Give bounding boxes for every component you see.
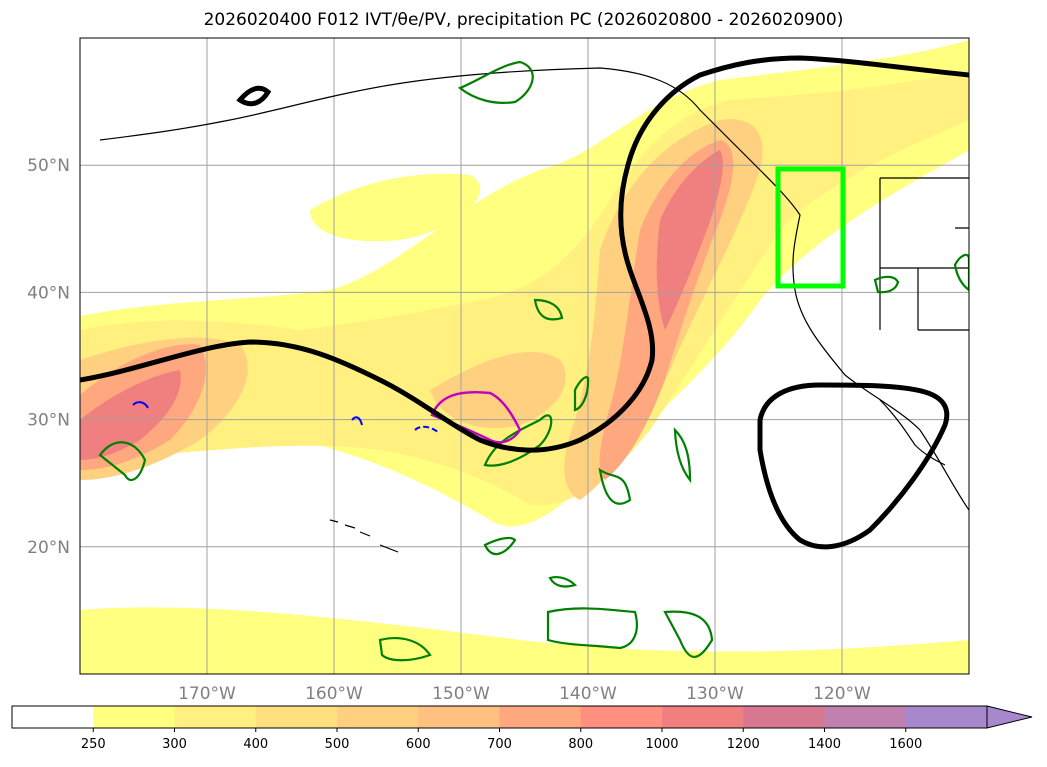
precipitation-contour xyxy=(430,391,522,444)
blue-contour-3 xyxy=(414,425,439,433)
blue-contours xyxy=(132,401,439,433)
colorbar-swatch xyxy=(580,706,663,728)
theta-e-ring-east xyxy=(757,382,950,550)
colorbar-level-label: 1400 xyxy=(808,737,841,752)
colorbar-swatch xyxy=(905,706,988,728)
theta-e-ring-north xyxy=(236,85,272,107)
pv-ring-12 xyxy=(663,610,714,658)
bc-coast xyxy=(759,169,969,511)
pv-ring-5 xyxy=(573,376,590,412)
pv-ring-3 xyxy=(98,441,147,482)
lat-tick-label: 40°N xyxy=(27,283,70,303)
ivt-band-1000 xyxy=(80,370,181,460)
colorbar-level-label: 1200 xyxy=(727,737,760,752)
coastlines xyxy=(99,67,969,553)
gridlines xyxy=(80,38,969,674)
highlight-box xyxy=(775,166,846,289)
pv-ring-7 xyxy=(546,607,638,650)
lat-tick-label: 50°N xyxy=(27,156,70,176)
colorbar-level-label: 600 xyxy=(406,737,431,752)
lon-tick-label: 140°W xyxy=(559,684,617,704)
ivt-band-250-north xyxy=(310,173,481,242)
colorbar-swatch xyxy=(255,706,338,728)
colorbar-level-label: 700 xyxy=(487,737,512,752)
blue-contour-2 xyxy=(351,416,363,426)
colorbar-swatch xyxy=(824,706,907,728)
colorbar-level-label: 800 xyxy=(568,737,593,752)
colorbar-swatch xyxy=(743,706,825,728)
lon-tick-label: 120°W xyxy=(813,684,871,704)
colorbar-level-label: 500 xyxy=(325,737,350,752)
ivt-band-250-south xyxy=(80,607,969,674)
hawaii xyxy=(329,519,399,553)
longitude-labels: 170°W 160°W 150°W 140°W 130°W 120°W xyxy=(178,684,871,704)
colorbar-level-label: 1000 xyxy=(645,737,678,752)
colorbar-level-label: 400 xyxy=(243,737,268,752)
alaska-coast xyxy=(99,67,761,171)
colorbar-level-label: 1600 xyxy=(889,737,922,752)
blue-contour-1 xyxy=(132,401,149,409)
colorbar: 250 300 400 500 600 700 800 1000 1200 1400 1600 xyxy=(11,705,1033,752)
pv-ring-1 xyxy=(457,60,534,104)
colorbar-swatch xyxy=(418,706,500,728)
colorbar-level-label: 250 xyxy=(81,737,106,752)
state-lines xyxy=(879,177,969,331)
map-frame xyxy=(79,37,970,675)
lat-tick-label: 30°N xyxy=(27,411,70,431)
pv-ring-2 xyxy=(533,298,564,321)
pv-ring-9 xyxy=(873,275,900,294)
pv-contours xyxy=(98,60,969,662)
pv-ring-11 xyxy=(378,637,432,662)
ivt-band-1000-ar xyxy=(656,150,723,330)
pv-ring-6 xyxy=(598,467,632,505)
lon-tick-label: 130°W xyxy=(686,684,744,704)
theta-e-main xyxy=(80,55,969,453)
pv-ring-13 xyxy=(483,536,517,556)
lon-tick-label: 170°W xyxy=(178,684,236,704)
colorbar-swatch xyxy=(12,706,94,728)
colorbar-extend-arrow xyxy=(986,705,1033,729)
colorbar-swatch xyxy=(93,706,175,728)
colorbar-swatch xyxy=(337,706,419,728)
pv-ring-4 xyxy=(483,414,553,467)
baja xyxy=(879,399,946,466)
pv-ring-14 xyxy=(548,576,578,588)
pv-ring-10 xyxy=(953,253,969,292)
map-title: 2026020400 F012 IVT/θe/PV, precipitation… xyxy=(203,10,844,30)
lon-tick-label: 160°W xyxy=(305,684,363,704)
latitude-labels: 20°N 30°N 40°N 50°N xyxy=(27,156,70,558)
colorbar-swatch xyxy=(174,706,257,728)
colorbar-swatch xyxy=(662,706,744,728)
colorbar-level-label: 300 xyxy=(162,737,187,752)
lat-tick-label: 20°N xyxy=(27,538,70,558)
ivt-band-500-mid xyxy=(430,351,566,429)
pv-ring-8 xyxy=(673,427,692,484)
theta-e-contours xyxy=(80,55,969,550)
colorbar-swatch xyxy=(499,706,582,728)
lon-tick-label: 150°W xyxy=(432,684,490,704)
